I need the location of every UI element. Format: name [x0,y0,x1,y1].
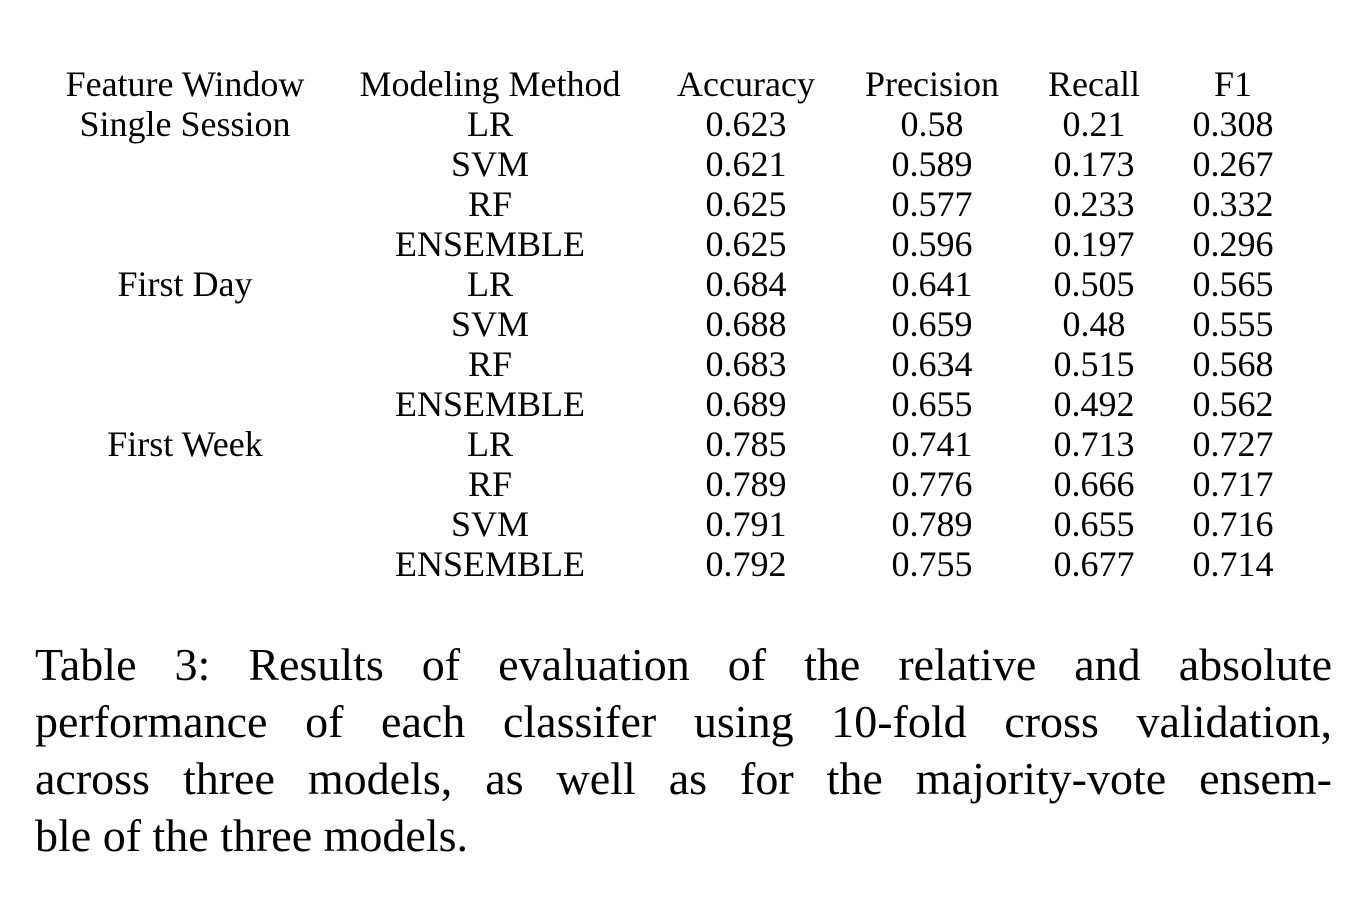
table-cell-accuracy: 0.623 [705,104,787,144]
table-cell-modeling-method: ENSEMBLE [394,544,585,584]
table-cell-recall: 0.515 [1053,344,1135,384]
table-cell-f1: 0.308 [1192,104,1274,144]
results-table: Feature Window Modeling Method Accuracy … [55,64,1315,584]
table-cell-f1: 0.565 [1192,264,1274,304]
table-cell-precision: 0.634 [891,344,973,384]
table-cell-accuracy: 0.791 [705,504,787,544]
table-cell-feature-window [55,184,315,224]
table-row: RF 0.683 0.634 0.515 0.568 [55,344,1315,384]
table-cell-precision: 0.776 [891,464,973,504]
table-cell-feature-window: First Week [107,424,263,464]
table-cell-accuracy: 0.792 [705,544,787,584]
table-cell-recall: 0.666 [1053,464,1135,504]
column-header-feature-window: Feature Window [65,64,305,104]
table-cell-recall: 0.655 [1053,504,1135,544]
table-row: RF 0.625 0.577 0.233 0.332 [55,184,1315,224]
table-row: First Day LR 0.684 0.641 0.505 0.565 [55,264,1315,304]
table-cell-feature-window: First Day [117,264,253,304]
table-cell-recall: 0.505 [1053,264,1135,304]
table-cell-accuracy: 0.625 [705,184,787,224]
caption-line: across three models, as well as for the … [35,753,1332,804]
table-cell-modeling-method: LR [466,264,513,304]
table-cell-f1: 0.716 [1192,504,1274,544]
table-cell-f1: 0.267 [1192,144,1274,184]
table-cell-f1: 0.727 [1192,424,1274,464]
table-cell-f1: 0.562 [1192,384,1274,424]
table-row: ENSEMBLE 0.625 0.596 0.197 0.296 [55,224,1315,264]
table-cell-precision: 0.641 [891,264,973,304]
table-row: ENSEMBLE 0.792 0.755 0.677 0.714 [55,544,1315,584]
caption-line: ble of the three models. [35,810,469,861]
column-header-modeling-method: Modeling Method [359,64,621,104]
caption-line: Table 3: Results of evaluation of the re… [35,639,1332,690]
table-cell-feature-window: Single Session [79,104,291,144]
table-cell-feature-window [55,344,315,384]
table-cell-f1: 0.332 [1192,184,1274,224]
table-cell-precision: 0.589 [891,144,973,184]
table-cell-f1: 0.714 [1192,544,1274,584]
table-cell-f1: 0.568 [1192,344,1274,384]
table-cell-precision: 0.58 [900,104,964,144]
table-cell-accuracy: 0.785 [705,424,787,464]
table-cell-precision: 0.596 [891,224,973,264]
table-row: ENSEMBLE 0.689 0.655 0.492 0.562 [55,384,1315,424]
table-cell-modeling-method: RF [467,184,513,224]
table-cell-recall: 0.173 [1053,144,1135,184]
table-cell-feature-window [55,464,315,504]
table-cell-feature-window [55,504,315,544]
table-cell-precision: 0.741 [891,424,973,464]
table-row: SVM 0.621 0.589 0.173 0.267 [55,144,1315,184]
table-cell-accuracy: 0.625 [705,224,787,264]
table-cell-precision: 0.577 [891,184,973,224]
table-header-row: Feature Window Modeling Method Accuracy … [55,64,1315,104]
caption-line: performance of each classifer using 10-f… [35,696,1332,747]
table-cell-modeling-method: LR [466,104,513,144]
table-row: Single Session LR 0.623 0.58 0.21 0.308 [55,104,1315,144]
table-cell-precision: 0.789 [891,504,973,544]
table-cell-f1: 0.717 [1192,464,1274,504]
table-cell-accuracy: 0.684 [705,264,787,304]
table-body: Single Session LR 0.623 0.58 0.21 0.308 … [55,104,1315,584]
table-cell-feature-window [55,544,315,584]
table-cell-recall: 0.48 [1062,304,1126,344]
table-cell-modeling-method: ENSEMBLE [394,384,585,424]
column-header-f1: F1 [1213,64,1253,104]
table-cell-accuracy: 0.683 [705,344,787,384]
column-header-accuracy: Accuracy [677,64,815,104]
table-cell-accuracy: 0.621 [705,144,787,184]
table-cell-modeling-method: SVM [450,144,530,184]
table-cell-modeling-method: LR [466,424,513,464]
table-cell-modeling-method: ENSEMBLE [394,224,585,264]
table-cell-modeling-method: RF [467,464,513,504]
table-cell-accuracy: 0.689 [705,384,787,424]
table-cell-feature-window [55,144,315,184]
table-cell-modeling-method: SVM [450,304,530,344]
table-caption: Table 3: Results of evaluation of the re… [35,636,1332,864]
table-cell-precision: 0.659 [891,304,973,344]
table-cell-modeling-method: RF [467,344,513,384]
table-cell-precision: 0.655 [891,384,973,424]
table-row: SVM 0.688 0.659 0.48 0.555 [55,304,1315,344]
table-cell-feature-window [55,304,315,344]
table-cell-recall: 0.492 [1053,384,1135,424]
table-cell-f1: 0.555 [1192,304,1274,344]
table-cell-recall: 0.21 [1062,104,1126,144]
table-cell-recall: 0.677 [1053,544,1135,584]
table-cell-recall: 0.233 [1053,184,1135,224]
table-cell-modeling-method: SVM [450,504,530,544]
table-cell-accuracy: 0.789 [705,464,787,504]
column-header-precision: Precision [865,64,999,104]
table-cell-recall: 0.713 [1053,424,1135,464]
table-cell-recall: 0.197 [1053,224,1135,264]
column-header-recall: Recall [1048,64,1140,104]
table-cell-f1: 0.296 [1192,224,1274,264]
table-row: First Week LR 0.785 0.741 0.713 0.727 [55,424,1315,464]
table-cell-feature-window [55,224,315,264]
table-row: RF 0.789 0.776 0.666 0.717 [55,464,1315,504]
table-cell-precision: 0.755 [891,544,973,584]
table-cell-accuracy: 0.688 [705,304,787,344]
table-row: SVM 0.791 0.789 0.655 0.716 [55,504,1315,544]
table-cell-feature-window [55,384,315,424]
